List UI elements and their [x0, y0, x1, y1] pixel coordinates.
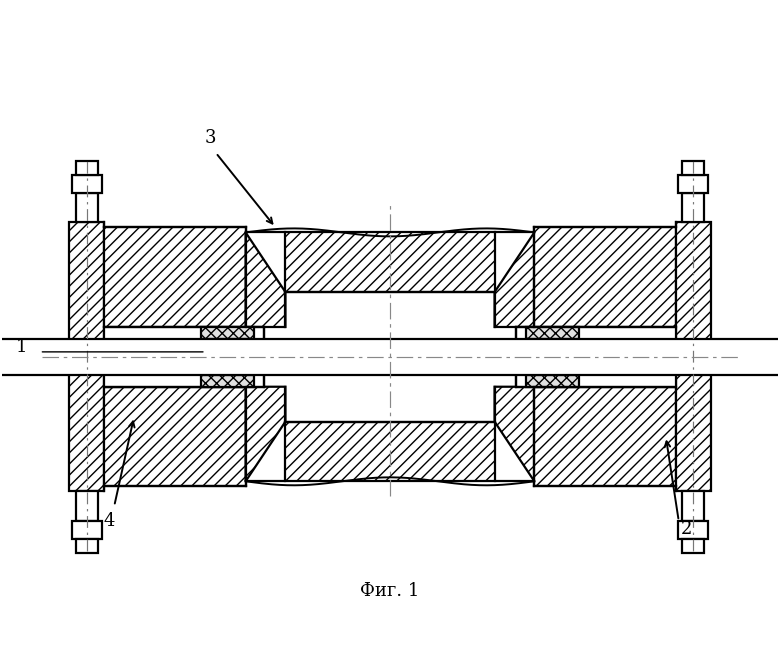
Text: 4: 4	[104, 512, 115, 530]
Bar	[76, 539, 98, 553]
Bar	[526, 327, 580, 339]
Bar	[682, 539, 704, 553]
Polygon shape	[246, 387, 285, 481]
Bar	[516, 327, 675, 387]
Bar	[105, 227, 246, 327]
Bar	[526, 375, 580, 387]
Bar	[675, 223, 711, 491]
Bar	[105, 387, 246, 487]
Bar	[682, 491, 704, 521]
Bar	[200, 375, 254, 387]
Text: Фиг. 1: Фиг. 1	[360, 582, 420, 600]
Bar	[76, 193, 98, 223]
Text: 1: 1	[16, 338, 27, 356]
Bar	[534, 387, 675, 487]
Bar	[285, 422, 495, 481]
Bar	[200, 327, 254, 339]
Bar	[285, 232, 495, 292]
Bar	[69, 223, 105, 491]
Bar	[105, 327, 264, 387]
Text: 2: 2	[681, 520, 693, 538]
Bar	[2, 339, 778, 375]
Bar	[679, 521, 708, 539]
Polygon shape	[495, 387, 534, 481]
Bar	[682, 193, 704, 223]
Bar	[534, 227, 675, 327]
Text: 3: 3	[205, 129, 217, 147]
Bar	[682, 160, 704, 175]
Bar	[76, 160, 98, 175]
Bar	[679, 175, 708, 193]
Bar	[76, 491, 98, 521]
Polygon shape	[246, 232, 285, 327]
Polygon shape	[495, 232, 534, 327]
Bar	[72, 175, 101, 193]
Bar	[72, 521, 101, 539]
